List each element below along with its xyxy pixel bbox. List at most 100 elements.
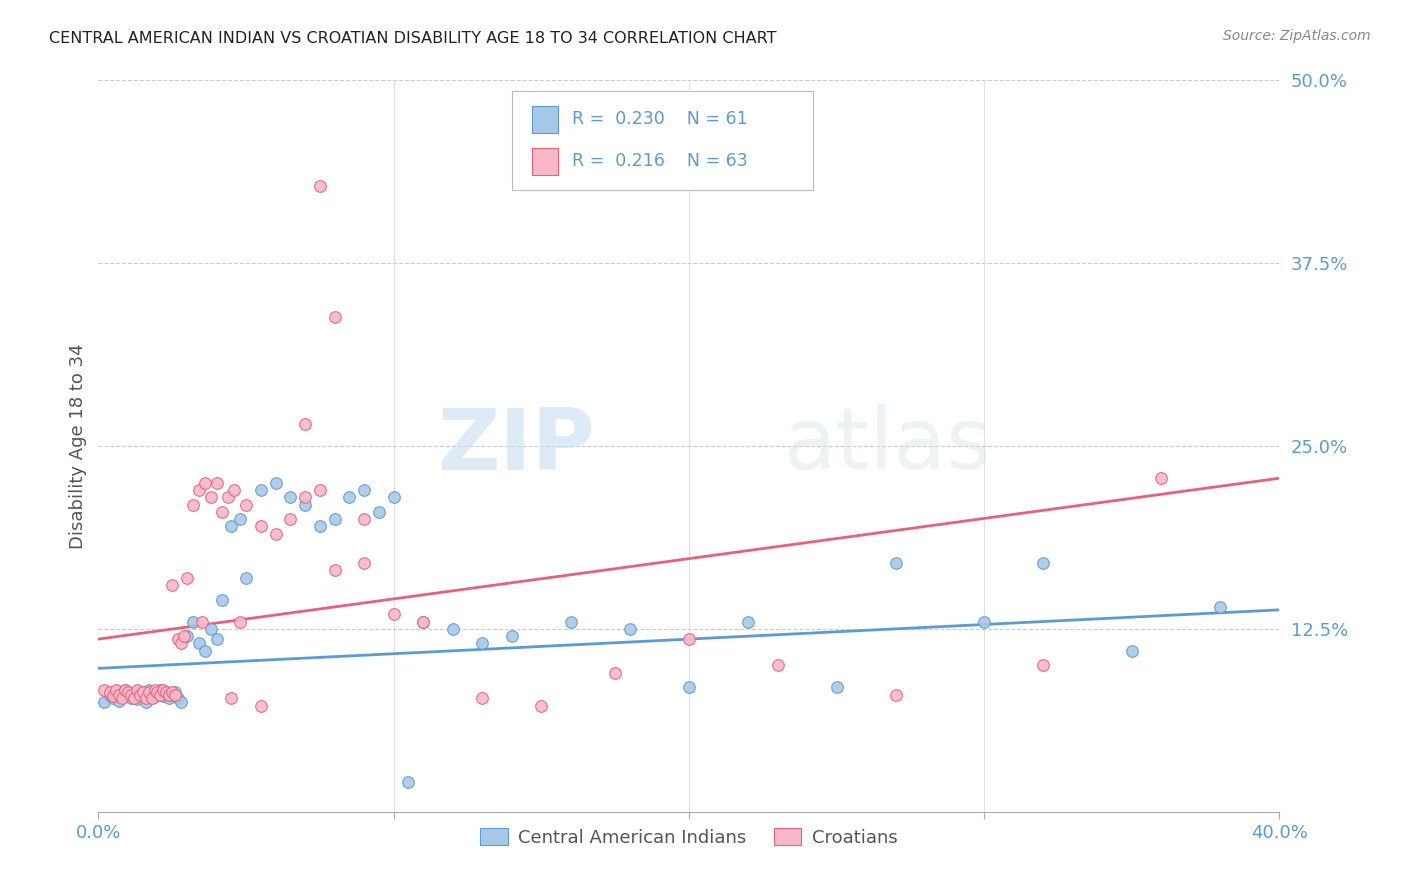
Point (138, 685, 160, 699)
Point (176, 571, 198, 585)
Point (221, 690, 243, 705)
Point (235, 571, 257, 585)
Point (221, 519, 243, 533)
Point (170, 695, 193, 709)
Point (162, 685, 183, 699)
Point (825, 681, 848, 695)
FancyBboxPatch shape (531, 147, 558, 176)
Text: ZIP: ZIP (437, 404, 595, 488)
Point (152, 689, 174, 703)
Point (187, 636, 209, 650)
Point (117, 688, 139, 702)
Point (323, 563, 346, 577)
Point (211, 505, 233, 519)
Point (173, 629, 195, 643)
Point (143, 683, 166, 698)
Point (120, 688, 142, 702)
Point (605, 665, 627, 680)
Point (229, 512, 252, 526)
Point (181, 615, 204, 629)
Point (200, 490, 222, 504)
Point (224, 483, 246, 497)
Point (1032, 658, 1054, 673)
Point (152, 683, 174, 698)
Point (294, 498, 316, 512)
Point (205, 632, 228, 646)
Point (678, 632, 700, 646)
Point (128, 685, 150, 699)
Point (176, 629, 198, 643)
Point (280, 490, 302, 504)
Point (135, 690, 157, 705)
Point (368, 505, 391, 519)
Text: CENTRAL AMERICAN INDIAN VS CROATIAN DISABILITY AGE 18 TO 34 CORRELATION CHART: CENTRAL AMERICAN INDIAN VS CROATIAN DISA… (49, 31, 776, 46)
Legend: Central American Indians, Croatians: Central American Indians, Croatians (474, 822, 904, 854)
Point (1032, 556, 1054, 570)
Point (191, 615, 214, 629)
Point (560, 615, 582, 629)
Point (1121, 644, 1143, 658)
Point (146, 685, 169, 699)
Point (149, 688, 172, 702)
Point (132, 688, 155, 702)
Point (229, 615, 252, 629)
Point (187, 483, 209, 497)
Point (294, 490, 316, 504)
Point (250, 699, 273, 714)
Point (125, 683, 148, 698)
Point (162, 578, 183, 592)
Point (280, 512, 302, 526)
Point (98, 685, 121, 699)
Point (619, 622, 641, 636)
Point (501, 629, 523, 643)
Point (530, 699, 553, 714)
Point (382, 490, 405, 504)
Point (135, 695, 157, 709)
Point (165, 685, 187, 699)
Point (250, 483, 273, 497)
Text: atlas: atlas (783, 404, 991, 488)
Point (1209, 599, 1232, 614)
Point (412, 615, 434, 629)
Point (128, 688, 150, 702)
Point (167, 632, 190, 646)
Point (117, 685, 139, 699)
Point (108, 688, 131, 702)
Point (155, 685, 177, 699)
Point (471, 636, 494, 650)
Point (105, 683, 128, 698)
Point (108, 693, 131, 707)
Point (294, 417, 316, 431)
Point (678, 681, 700, 695)
Point (103, 690, 125, 705)
Point (98, 688, 121, 702)
Point (250, 519, 273, 533)
Point (309, 519, 332, 533)
Point (149, 683, 172, 698)
Point (138, 683, 160, 698)
Point (165, 688, 187, 702)
Point (157, 690, 180, 705)
Text: R =  0.230    N = 61: R = 0.230 N = 61 (572, 111, 748, 128)
Point (737, 615, 759, 629)
Point (200, 622, 222, 636)
Point (155, 685, 177, 699)
Point (111, 689, 134, 703)
Point (471, 690, 494, 705)
Text: R =  0.216    N = 63: R = 0.216 N = 63 (572, 153, 748, 170)
Point (93, 695, 115, 709)
Point (122, 686, 145, 700)
Point (339, 490, 361, 504)
FancyBboxPatch shape (512, 91, 813, 190)
Point (766, 658, 789, 673)
Point (181, 498, 204, 512)
Y-axis label: Disability Age 18 to 34: Disability Age 18 to 34 (69, 343, 87, 549)
Point (125, 692, 148, 706)
Point (146, 688, 169, 702)
Point (309, 178, 332, 193)
Text: Source: ZipAtlas.com: Source: ZipAtlas.com (1223, 29, 1371, 43)
Point (141, 690, 163, 705)
Point (441, 622, 464, 636)
Point (205, 475, 228, 490)
Point (194, 644, 217, 658)
